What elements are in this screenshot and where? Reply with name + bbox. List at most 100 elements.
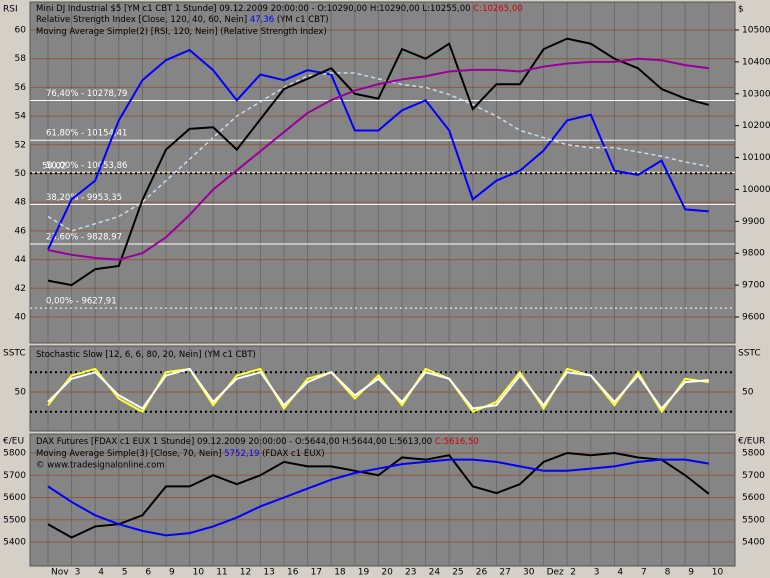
y2-tick-label: 10200 [742,121,770,131]
x-tick-label: 9 [169,568,175,578]
y2-tick-label: 10400 [742,57,770,67]
x-tick-label: 24 [429,568,441,578]
x-tick-label: 18 [334,568,346,578]
header-text: (Relative Strength Index) [220,27,326,37]
header-text: 5752,19 [224,449,259,459]
y-tick-label: 58 [15,54,27,64]
x-tick-label: 30 [523,568,535,578]
axis-label: SSTC [3,349,26,359]
y2-tick-label: 5800 [742,449,765,459]
header-text: Moving Average Simple(3) [Close, 70, Nei… [36,449,222,459]
x-tick-label: 8 [665,568,671,578]
y-tick-label: 48 [15,198,27,208]
x-tick-label: 11 [216,568,227,578]
plot-area [29,345,736,432]
x-tick-label: 4 [98,568,104,578]
axis-label: SSTC [738,349,761,359]
y2-tick-label: 5600 [742,493,765,503]
axis-label: $ [738,5,744,15]
y-tick-label: 60 [15,26,27,36]
x-tick-label: 12 [240,568,251,578]
fib-label: 23,60% - 9828,97 [46,232,122,242]
y2-tick-label: 10300 [742,89,770,99]
series-line [47,57,709,261]
y2-tick-label: 9800 [742,249,765,259]
y-tick-label: 50 [15,169,27,179]
series-line [47,48,709,250]
fib-label: 0,00% - 9627,91 [46,297,117,307]
x-tick-label: 10 [712,568,724,578]
header-line: Stochastic Slow [12, 6, 6, 80, 20, Nein]… [36,350,256,360]
x-tick-label: 3 [594,568,600,578]
axis-label: €/EU [3,437,24,447]
fib-label: 61,80% - 10154,41 [46,129,127,139]
fib-label: 38,20% - 9953,35 [46,193,122,203]
x-tick-label: Dez [547,568,564,578]
x-tick-label: 27 [499,568,510,578]
rsi-level-label: 50,02 [42,162,66,172]
x-tick-label: 7 [641,568,647,578]
series-line [47,458,709,537]
header-line: Mini DJ Industrial $5 [YM c1 CBT 1 Stund… [36,4,523,14]
header-text: Relative Strength Index [Close, 120, 40,… [36,15,247,25]
y2-tick-label: 10000 [742,185,770,195]
y-tick-label: 5800 [3,449,26,459]
axis-label: €/EUR [738,437,765,447]
header-line: DAX Futures [FDAX c1 EUX 1 Stunde] 09.12… [36,437,479,447]
series-line [47,72,709,232]
x-tick-label: 13 [263,568,274,578]
x-tick-label: 5 [122,568,128,578]
x-tick-label: 10 [193,568,205,578]
x-tick-label: 16 [287,568,299,578]
series-line [47,451,710,539]
fib-label: 76,40% - 10278,79 [46,89,127,99]
y2-tick-label: 9600 [742,313,765,323]
y-tick-label: 54 [15,112,27,122]
y2-tick-label: 5500 [742,515,765,525]
y-tick-label: 5600 [3,493,26,503]
x-tick-label: 4 [617,568,623,578]
y2-tick-label: 10100 [742,153,770,163]
header-text: 47,36 [250,15,274,25]
y-tick-label: 5500 [3,515,26,525]
y-tick-label: 44 [15,255,27,265]
header-text: C:10265,00 [473,4,522,14]
y-tick-label: 5700 [3,471,26,481]
y-tick-label: 56 [15,83,27,93]
plot-area [29,433,736,567]
x-tick-label: 19 [358,568,370,578]
header-text: Stochastic Slow [12, 6, 6, 80, 20, Nein] [36,350,202,360]
header-text: DAX Futures [FDAX c1 EUX 1 Stunde] 09.12… [36,437,432,447]
header-text: C:5616,50 [435,437,479,447]
x-tick-label: 20 [381,568,393,578]
fib-label: 50,00% - 10053,86 [46,161,127,171]
header-line: Relative Strength Index [Close, 120, 40,… [36,15,329,25]
y-tick-label: 52 [15,140,26,150]
watermark: © www.tradesignalonline.com [36,461,165,471]
x-tick-label: 6 [145,568,151,578]
y-tick-label: 40 [15,313,27,323]
x-tick-label: 26 [476,568,488,578]
header-text: (YM c1 CBT) [277,15,329,25]
y2-tick-label: 5700 [742,471,765,481]
header-text: (YM c1 CBT) [204,350,256,360]
series-line [47,367,709,411]
y2-tick-label: 9900 [742,217,765,227]
y2-tick-label: 9700 [742,281,765,291]
y-tick-label: 5400 [3,538,26,548]
y-tick-label: 42 [15,284,26,294]
x-tick-label: 3 [75,568,81,578]
y2-tick-label: 50 [742,388,754,398]
x-tick-label: Nov [51,568,69,578]
header-text: (FDAX c1 EUX) [262,449,324,459]
x-tick-label: 9 [688,568,694,578]
header-line: Moving Average Simple(2) [RSI, 120, Nein… [36,27,327,37]
header-text: Moving Average Simple(2) [RSI, 120, Nein… [36,27,218,37]
series-line [47,37,710,287]
y-tick-label: 50 [15,388,27,398]
y-tick-label: 46 [15,226,27,236]
y2-tick-label: 5400 [742,538,765,548]
y2-tick-label: 10500 [742,26,770,36]
header-text: Mini DJ Industrial $5 [YM c1 CBT 1 Stund… [36,4,471,14]
